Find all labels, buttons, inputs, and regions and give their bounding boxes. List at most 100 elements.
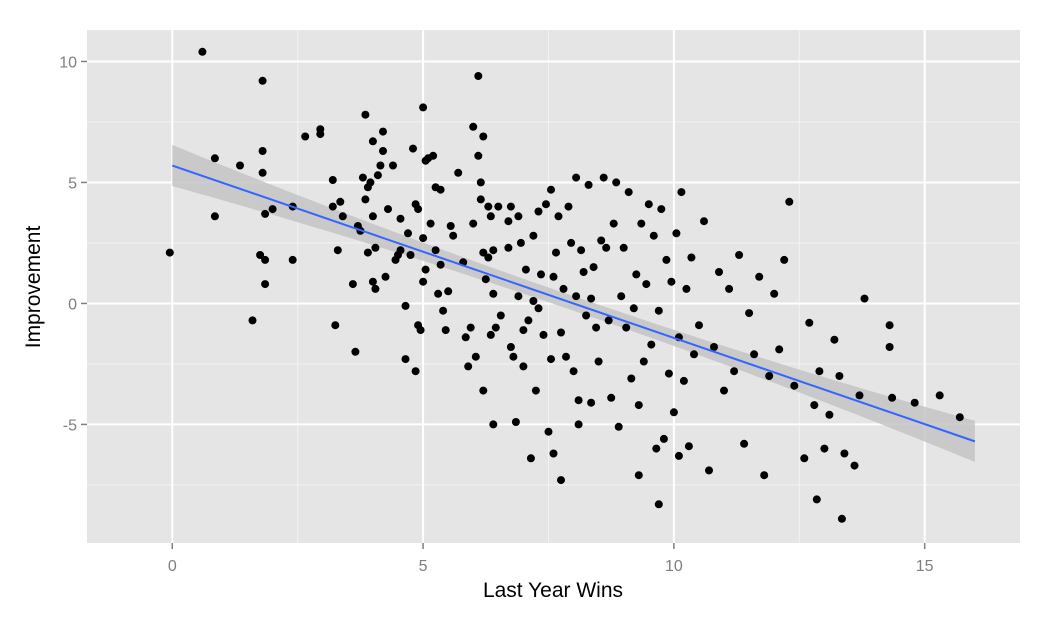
- minor-gridlines: [87, 30, 1020, 543]
- data-point: [256, 251, 265, 259]
- plot-panel: [87, 30, 1020, 543]
- data-point: [328, 176, 337, 184]
- data-point: [368, 277, 377, 286]
- data-point: [491, 323, 500, 332]
- data-point: [619, 243, 628, 252]
- data-point: [466, 323, 475, 332]
- data-point: [815, 367, 824, 376]
- data-point: [735, 251, 744, 259]
- data-point: [479, 248, 488, 257]
- data-point: [775, 345, 784, 354]
- data-point: [765, 372, 774, 380]
- data-point: [469, 122, 478, 131]
- data-point: [531, 386, 540, 395]
- data-point: [627, 374, 636, 383]
- data-point: [454, 168, 463, 177]
- data-point: [654, 306, 663, 315]
- data-point: [464, 362, 473, 371]
- data-point: [514, 292, 523, 301]
- data-point: [524, 316, 533, 325]
- data-point: [677, 188, 686, 197]
- data-point: [338, 212, 347, 221]
- data-point: [567, 238, 576, 247]
- x-axis-ticks: 0 5 10 15: [168, 543, 934, 575]
- data-point: [574, 420, 583, 429]
- data-point: [855, 391, 864, 400]
- data-point: [830, 335, 839, 344]
- data-point: [474, 72, 483, 80]
- data-point: [674, 451, 683, 460]
- data-point: [529, 231, 538, 240]
- data-points: [165, 47, 964, 523]
- data-point: [790, 381, 799, 390]
- data-point: [669, 408, 678, 417]
- data-point: [389, 161, 397, 170]
- data-point: [557, 476, 565, 485]
- data-point: [426, 219, 435, 228]
- data-point: [429, 151, 438, 160]
- data-point: [837, 514, 846, 523]
- data-point: [316, 130, 325, 139]
- data-point: [379, 147, 387, 155]
- data-point: [659, 434, 668, 443]
- data-point: [434, 289, 443, 298]
- data-point: [682, 284, 691, 293]
- data-point: [622, 323, 631, 332]
- data-point: [333, 246, 342, 255]
- y-tick-label: 10: [59, 54, 77, 71]
- data-point: [396, 246, 405, 255]
- data-point: [411, 367, 420, 376]
- data-point: [476, 195, 485, 204]
- data-point: [885, 321, 894, 330]
- data-point: [888, 393, 897, 402]
- data-point: [647, 340, 656, 349]
- data-point: [198, 47, 207, 56]
- data-point: [406, 251, 415, 259]
- data-point: [358, 173, 367, 182]
- data-point: [820, 444, 829, 453]
- y-tick-label: -5: [63, 417, 77, 434]
- data-point: [710, 343, 718, 351]
- data-point: [506, 343, 515, 351]
- data-point: [705, 466, 713, 475]
- data-point: [481, 275, 490, 284]
- data-point: [597, 236, 606, 245]
- data-point: [489, 420, 498, 429]
- major-gridlines: [87, 30, 1020, 543]
- data-point: [644, 200, 653, 209]
- x-tick-label: 15: [916, 558, 934, 575]
- data-point: [599, 173, 608, 182]
- data-point: [885, 343, 894, 351]
- data-point: [396, 214, 405, 223]
- data-point: [664, 369, 673, 378]
- data-point: [715, 268, 723, 276]
- data-point: [331, 321, 340, 330]
- data-point: [572, 173, 581, 182]
- data-point: [461, 333, 470, 342]
- data-point: [416, 326, 425, 335]
- data-point: [745, 309, 754, 318]
- data-point: [755, 272, 764, 281]
- data-point: [955, 413, 964, 422]
- data-point: [436, 185, 445, 194]
- data-point: [506, 202, 515, 211]
- data-point: [609, 219, 618, 228]
- data-point: [910, 398, 919, 407]
- data-point: [368, 137, 377, 146]
- data-point: [373, 171, 382, 180]
- data-point: [261, 209, 270, 218]
- data-point: [384, 205, 392, 214]
- data-point: [624, 188, 633, 197]
- y-tick-label: 5: [68, 175, 77, 192]
- data-point: [539, 330, 548, 339]
- data-point: [261, 255, 270, 264]
- data-point: [376, 161, 385, 170]
- data-point: [471, 352, 480, 361]
- data-point: [351, 347, 360, 356]
- data-point: [401, 355, 410, 364]
- data-point: [549, 272, 558, 281]
- data-point: [381, 272, 390, 281]
- data-point: [634, 401, 643, 410]
- data-point: [800, 454, 809, 463]
